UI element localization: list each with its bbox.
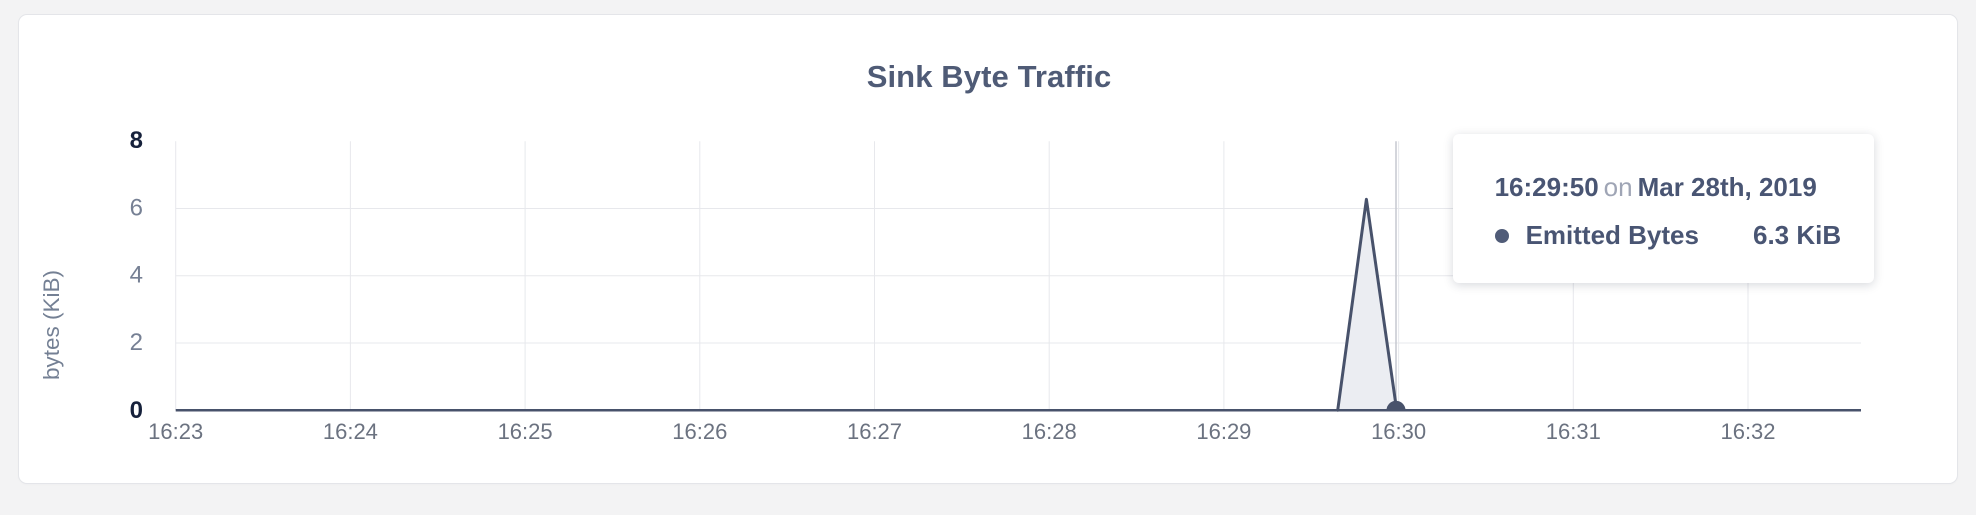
svg-text:16:31: 16:31	[1546, 419, 1601, 444]
svg-text:16:29: 16:29	[1196, 419, 1251, 444]
svg-text:16:23: 16:23	[148, 419, 203, 444]
svg-text:16:25: 16:25	[498, 419, 553, 444]
svg-text:16:32: 16:32	[1720, 419, 1775, 444]
svg-text:0: 0	[130, 397, 143, 424]
svg-text:6: 6	[130, 194, 143, 221]
svg-text:8: 8	[130, 127, 143, 154]
svg-text:4: 4	[130, 262, 143, 289]
svg-text:16:24: 16:24	[323, 419, 378, 444]
svg-text:16:28: 16:28	[1022, 419, 1077, 444]
svg-text:2: 2	[130, 329, 143, 356]
svg-text:16:26: 16:26	[672, 419, 727, 444]
svg-text:16:30: 16:30	[1371, 419, 1426, 444]
svg-text:16:27: 16:27	[847, 419, 902, 444]
svg-text:bytes (KiB): bytes (KiB)	[39, 270, 64, 380]
